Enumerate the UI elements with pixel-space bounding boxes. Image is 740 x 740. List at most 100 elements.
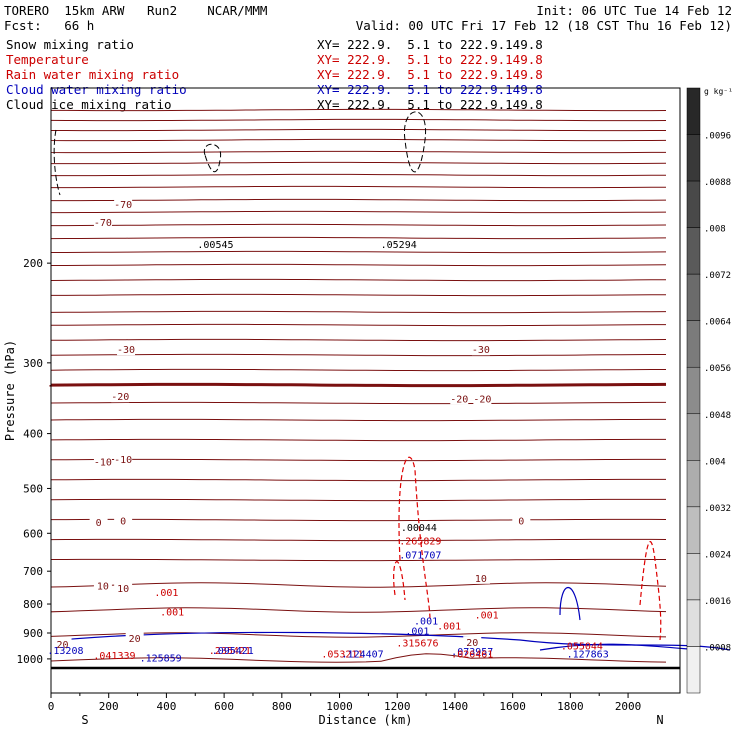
y-tick-label-400: 400 <box>23 428 43 441</box>
colorbar-segment <box>686 599 701 647</box>
cloud-ice-contour <box>53 129 61 196</box>
isotherm-line <box>50 310 667 314</box>
plot-frame <box>50 87 681 694</box>
isotherm-line <box>50 223 667 227</box>
legend-label-cloud-ice: Cloud ice mixing ratio <box>6 97 172 112</box>
max-value-label: .001 <box>154 588 178 599</box>
forecast-hour: Fcst: 66 h <box>4 18 95 33</box>
valid-time: Valid: 00 UTC Fri 17 Feb 12 (18 CST Thu … <box>355 18 732 33</box>
isotherm-line <box>50 236 667 240</box>
temperature-label: -10 <box>114 455 132 466</box>
cloud-water-contour <box>59 631 731 651</box>
colorbar: .0096 .0088 .008 .0072 .0064 .0056 .0048 .004 .0… <box>686 87 733 694</box>
legend-label-snow: Snow mixing ratio <box>6 37 134 52</box>
endpoint-right-label: N <box>656 713 663 727</box>
init-time: Init: 06 UTC Tue 14 Feb 12 <box>536 3 732 18</box>
isotherm-line <box>50 558 666 562</box>
max-value-label: .073957 <box>451 647 493 658</box>
isotherm-line <box>50 323 666 327</box>
x-tick-label-2000: 2000 <box>615 700 642 713</box>
temperature-label: 0 <box>120 517 126 528</box>
max-value-label: .00545 <box>197 240 233 251</box>
temp-label-bg <box>463 636 482 649</box>
temp-label-bg <box>473 392 492 405</box>
isotherm-line <box>50 118 667 122</box>
x-tick-label-200: 200 <box>99 700 119 713</box>
isotherm-line <box>50 458 666 462</box>
temp-label-bg <box>114 514 133 527</box>
colorbar-segment <box>686 134 701 182</box>
colorbar-tick-label: .0048 <box>704 411 731 421</box>
x-tick-label-600: 600 <box>214 700 234 713</box>
temp-label-bg <box>471 343 490 356</box>
y-tick-label-900: 900 <box>23 627 43 640</box>
temp-label-bg <box>450 392 469 405</box>
max-value-label: .124407 <box>342 650 384 661</box>
isotherm-line <box>50 210 667 214</box>
colorbar-segment <box>686 180 701 228</box>
legend-xy-temperature: XY= 222.9. 5.1 to 222.9.149.8 <box>317 52 543 67</box>
temp-label-bg <box>512 514 531 527</box>
max-value-label: .315676 <box>396 638 438 649</box>
max-value-label: .053211 <box>321 650 363 661</box>
isotherm-line <box>50 128 666 132</box>
max-value-label: .127863 <box>567 650 609 661</box>
temp-label-bg <box>93 216 112 229</box>
temperature-label: 20 <box>57 640 69 651</box>
colorbar-tick-label: .008 <box>704 225 726 235</box>
isotherm-line <box>50 150 666 154</box>
isotherm-line <box>50 478 666 482</box>
max-value-label: .235421 <box>209 646 251 657</box>
temperature-label: 10 <box>117 584 129 595</box>
max-value-label: .095421 <box>212 646 254 657</box>
isotherm-line <box>50 198 667 202</box>
max-value-label: .13208 <box>47 646 83 657</box>
colorbar-segment <box>686 320 701 368</box>
colorbar-segment <box>686 366 701 415</box>
y-tick-label-700: 700 <box>23 565 43 578</box>
max-value-label: .001 <box>437 622 461 633</box>
isotherm-line <box>50 498 666 502</box>
temperature-label: -70 <box>94 218 112 229</box>
colorbar-segment <box>686 273 701 321</box>
isotherm-line <box>50 538 667 542</box>
y-tick-label-800: 800 <box>23 598 43 611</box>
legend-xy-snow: XY= 222.9. 5.1 to 222.9.149.8 <box>317 37 543 52</box>
temperature-label: -30 <box>472 345 490 356</box>
temp-label-bg <box>93 455 112 468</box>
x-axis-label: Distance (km) <box>319 713 413 727</box>
isotherm-line <box>50 438 666 442</box>
temperature-label: -20 <box>111 392 129 403</box>
endpoint-left-label: S <box>81 713 88 727</box>
colorbar-unit: g kg⁻¹ <box>704 87 733 96</box>
colorbar-segment <box>686 87 701 135</box>
isotherm-line <box>50 138 667 142</box>
temperature-contours <box>49 108 667 663</box>
max-value-label: .00044 <box>401 523 437 534</box>
axes: 0 200 400 600 800 1000 1200 1400 1600 1800 2000200… <box>3 257 664 727</box>
colorbar-tick-label: .0056 <box>704 364 731 374</box>
temp-label-bg <box>111 390 130 403</box>
temperature-label: 20 <box>466 638 478 649</box>
y-tick-label-200: 200 <box>23 257 43 270</box>
temp-label-bg <box>471 571 490 584</box>
max-value-label: .041339 <box>93 651 135 662</box>
colorbar-tick-label: .0008 <box>704 643 731 653</box>
isotherm-line <box>50 353 666 357</box>
colorbar-segment <box>686 506 701 554</box>
temperature-label: -20 <box>473 394 491 405</box>
max-value-label: .265829 <box>399 537 441 548</box>
temp-label-bg <box>114 198 133 211</box>
x-tick-label-1800: 1800 <box>557 700 584 713</box>
max-value-label: .001 <box>414 617 438 628</box>
rain-water-contour <box>639 541 662 641</box>
colorbar-tick-label: .004 <box>704 457 726 467</box>
y-tick-label-600: 600 <box>23 527 43 540</box>
x-tick-label-1400: 1400 <box>442 700 469 713</box>
temp-label-bg <box>114 452 133 465</box>
legend-xy-cloud-ice: XY= 222.9. 5.1 to 222.9.149.8 <box>317 97 543 112</box>
colorbar-tick-label: .0032 <box>704 504 731 514</box>
temp-label-bg <box>114 581 133 594</box>
max-value-label: .001 <box>160 607 184 618</box>
